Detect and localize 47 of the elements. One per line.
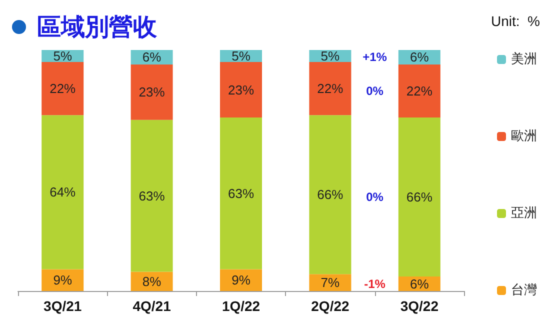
legend-label: 台灣 (511, 283, 537, 298)
data-label: 6% (142, 50, 162, 65)
data-label: 22% (50, 81, 76, 96)
data-label: 66% (406, 190, 433, 205)
chart-title: 區域別營收 (37, 13, 158, 41)
legend-label: 亞洲 (511, 206, 537, 221)
annotation: +1% (362, 50, 388, 64)
x-tick-label: 3Q/22 (400, 298, 439, 314)
data-label: 63% (228, 186, 254, 201)
legend-label: 美洲 (511, 51, 537, 67)
bar (309, 274, 352, 291)
x-tick-label: 3Q/21 (44, 298, 82, 314)
bar (220, 117, 262, 270)
bar (309, 115, 352, 274)
bar (309, 62, 352, 116)
bar (42, 62, 84, 116)
bar (398, 64, 440, 118)
bar (130, 272, 173, 291)
data-label: 9% (53, 272, 72, 288)
bar (42, 115, 84, 270)
data-label: 9% (232, 272, 251, 288)
data-label: 22% (406, 83, 433, 98)
x-tick-label: 2Q/22 (311, 298, 350, 314)
annotation: 0% (366, 190, 384, 204)
data-label: 5% (53, 48, 72, 64)
annotation: -1% (364, 276, 386, 291)
x-tick-label: 4Q/21 (132, 298, 172, 314)
data-label: 6% (410, 276, 430, 292)
bar (398, 117, 440, 277)
x-tick-label: 1Q/22 (222, 298, 260, 314)
data-label: 23% (138, 84, 166, 100)
data-label: 23% (228, 82, 254, 98)
data-label: 8% (142, 274, 162, 289)
data-label: 6% (410, 50, 430, 65)
annotation: 0% (366, 84, 384, 98)
data-label: 66% (317, 187, 344, 202)
data-label: 7% (320, 275, 340, 290)
data-label: 63% (138, 188, 166, 204)
bar (130, 64, 173, 120)
bar (220, 62, 262, 118)
text: Unit: % (490, 13, 540, 29)
bar (130, 120, 173, 272)
data-label: 64% (50, 184, 76, 200)
data-label: 5% (232, 48, 251, 64)
data-label: 22% (317, 81, 344, 96)
data-label: 5% (320, 48, 340, 64)
legend-label: 歐洲 (511, 129, 537, 144)
